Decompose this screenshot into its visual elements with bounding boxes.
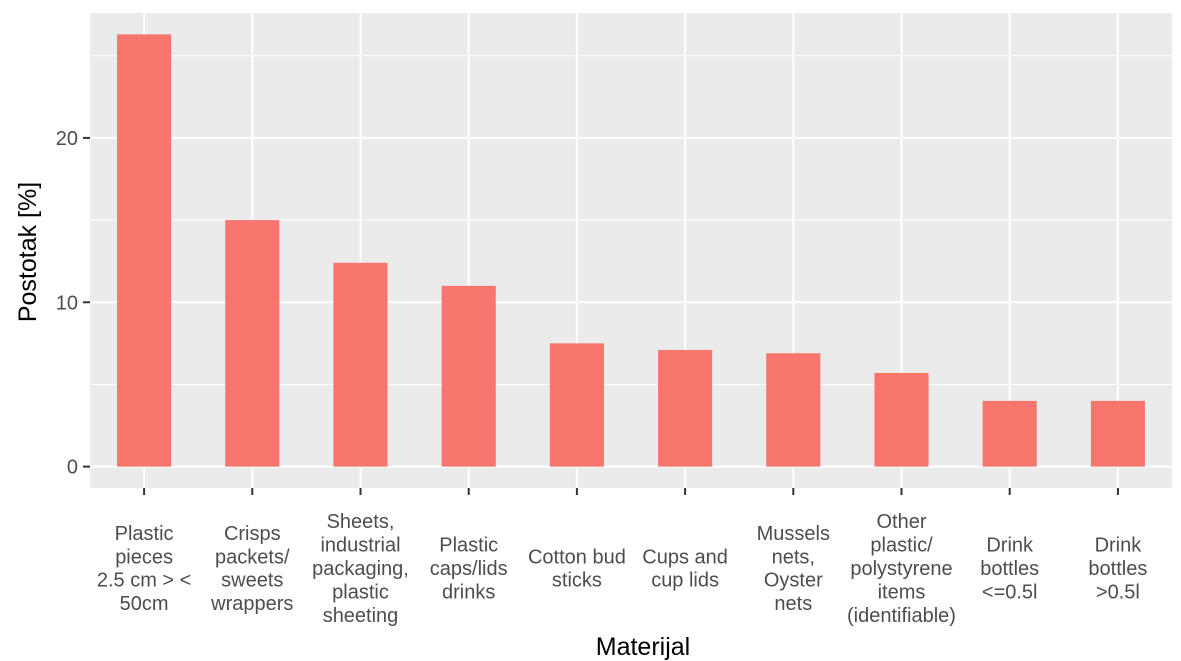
x-axis-title: Materijal — [596, 633, 690, 661]
x-tick-label: Cups and cup lids — [642, 546, 728, 591]
x-tick-label: Sheets, industrial packaging, plastic sheeti… — [312, 511, 409, 627]
bar — [333, 262, 388, 467]
y-tick-label: 20 — [56, 128, 78, 150]
x-tick-label: Drink bottles <=0.5l — [980, 535, 1039, 604]
x-tick-label: Other plastic/polystyrene items (identifiab… — [847, 511, 956, 627]
x-tick-label: Plastic caps/lids drinks — [430, 535, 508, 604]
bar — [658, 349, 713, 467]
bar — [225, 220, 280, 467]
bars — [117, 34, 1145, 467]
y-axis-title: Postotak [%] — [14, 182, 42, 322]
y-axis: 0 10 20 — [56, 128, 90, 479]
bar — [874, 372, 929, 467]
bar — [117, 34, 172, 467]
x-tick-label: Crisps packets/sweets wrappers — [210, 523, 293, 615]
y-tick-label: 0 — [67, 457, 78, 479]
x-tick-label: Mussels nets, Oyster nets — [757, 523, 830, 615]
x-tick-label: Plastic pieces 2.5 cm > <50cm — [97, 523, 192, 615]
bar — [1090, 400, 1145, 467]
bar — [766, 353, 821, 467]
bar — [982, 400, 1037, 467]
y-tick-label: 10 — [56, 292, 78, 314]
x-tick-label: Drink bottles >0.5l — [1088, 535, 1147, 604]
bar — [549, 343, 604, 467]
bar — [441, 285, 496, 467]
x-tick-label: Cotton bud sticks — [528, 546, 626, 591]
